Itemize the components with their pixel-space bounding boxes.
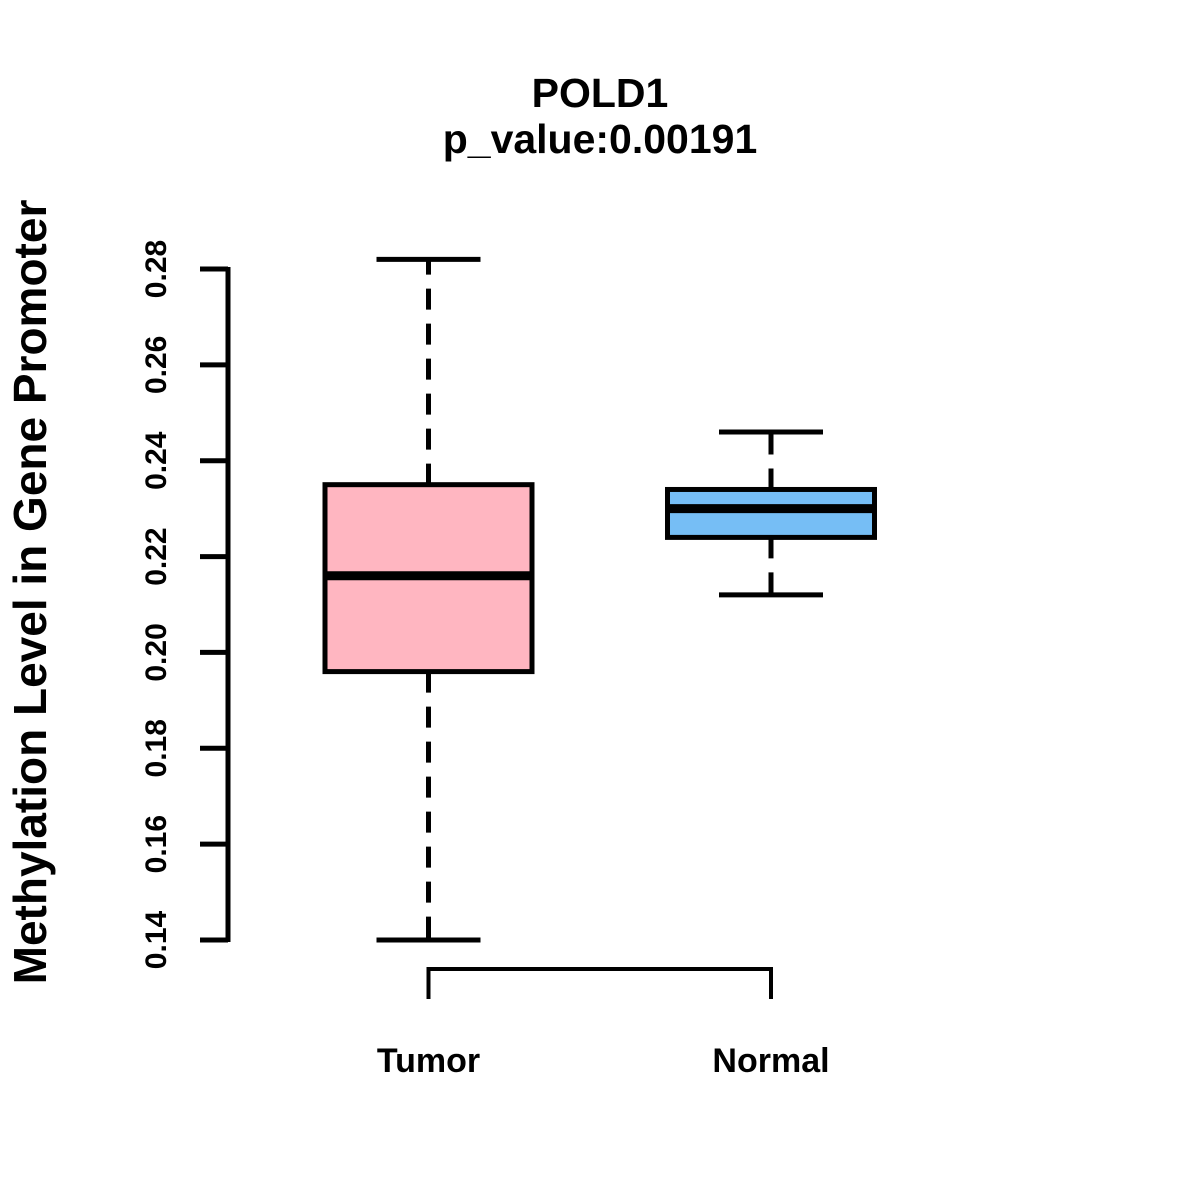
y-tick-label: 0.24 — [140, 431, 173, 490]
y-axis-label: Methylation Level in Gene Promoter — [4, 200, 56, 985]
x-axis-bracket — [426, 967, 773, 999]
x-label-normal: Normal — [712, 1042, 829, 1080]
x-axis-bracket-line — [426, 967, 773, 999]
normal-box — [665, 486, 877, 540]
chart-subtitle: p_value:0.00191 — [443, 116, 758, 162]
y-tick-label: 0.16 — [140, 815, 173, 873]
x-label-tumor: Tumor — [377, 1042, 480, 1080]
y-tick-label: 0.14 — [140, 910, 173, 969]
boxes — [322, 256, 877, 943]
y-tick-label: 0.28 — [140, 240, 173, 298]
y-tick-label: 0.22 — [140, 527, 173, 585]
y-tick-label: 0.26 — [140, 336, 173, 394]
chart-title: POLD1 — [532, 70, 669, 116]
x-axis-labels: Tumor Normal — [377, 1042, 830, 1080]
y-tick-label: 0.20 — [140, 623, 173, 681]
y-tick-label: 0.18 — [140, 719, 173, 777]
y-axis: 0.14 0.16 0.18 0.20 0.22 0.24 0.26 0.28 — [140, 240, 231, 969]
